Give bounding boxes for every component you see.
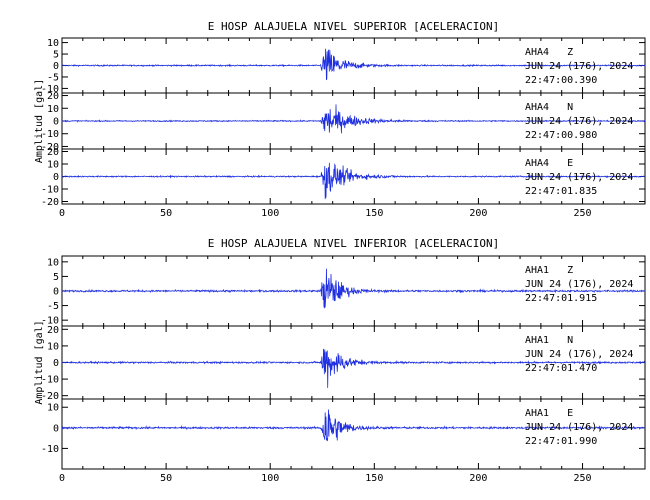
channel-label: AHA1 N (525, 335, 573, 346)
panel-frame (61, 398, 646, 470)
station-code: AHA1 (525, 335, 549, 346)
waveform-trace (61, 268, 646, 309)
x-tick-label: 250 (574, 208, 592, 219)
component-code: N (567, 102, 573, 113)
channel-panel-aha4-n: 20 10 0-10 -20 AHA4 N JUN 24 (176), 2024 22:47:… (41, 91, 646, 153)
y-tick-label: -10 (41, 316, 59, 327)
channel-label: AHA4 N (525, 102, 573, 113)
record-date: JUN 24 (176), 2024 (525, 116, 633, 127)
channel-label: AHA1 Z (525, 265, 573, 276)
x-tick-label: 100 (261, 473, 279, 484)
y-tick-label: 10 (47, 341, 59, 352)
y-tick-label: -10 (41, 129, 59, 140)
y-tick-label: 10 (47, 160, 59, 171)
x-tick-label: 150 (365, 208, 383, 219)
record-time: 22:47:00.980 (525, 130, 597, 141)
station-code: AHA1 (525, 265, 549, 276)
y-tick-label: 10 (47, 257, 59, 268)
x-tick-label: 200 (469, 473, 487, 484)
channel-panel-aha4-e: 20 100 -10-20 AHA4 E JUN 24 (176), 2024 22:47:… (41, 147, 646, 208)
waveform-trace (61, 348, 646, 388)
station-code: AHA4 (525, 47, 549, 58)
record-time: 22:47:01.835 (525, 186, 597, 197)
y-tick-label: 10 (47, 38, 59, 49)
x-tick-label: 50 (160, 473, 172, 484)
y-axis-label: Amplitud [gal] (34, 79, 45, 163)
y-tick-label: -10 (41, 84, 59, 95)
y-tick-label: 5 (53, 50, 59, 61)
record-time: 22:47:00.390 (525, 75, 597, 86)
record-date: JUN 24 (176), 2024 (525, 279, 633, 290)
y-tick-label: 20 (47, 91, 59, 102)
channel-label: AHA1 E (525, 408, 573, 419)
station-code: AHA4 (525, 102, 549, 113)
channel-panel-aha1-z: 10 5 0 -5 -10 AHA1 Z JUN 24 (176), 2024 22:47:01… (41, 255, 646, 327)
y-tick-label: -10 (41, 375, 59, 386)
channel-panel-aha1-e: 10 0 -10 AHA1 E JUN 24 (176), 2024 22:47:01.99… (41, 398, 646, 470)
component-code: E (567, 408, 573, 419)
component-code: Z (567, 47, 573, 58)
y-tick-label: -10 (41, 185, 59, 196)
y-tick-label: 20 (47, 325, 59, 336)
y-tick-label: 0 (53, 287, 59, 298)
waveform-trace (61, 48, 646, 81)
x-tick-label: 100 (261, 208, 279, 219)
y-tick-label: 0 (53, 358, 59, 369)
y-tick-label: -5 (47, 72, 59, 83)
component-code: Z (567, 265, 573, 276)
component-code: E (567, 158, 573, 169)
channel-label: AHA4 Z (525, 47, 573, 58)
record-date: JUN 24 (176), 2024 (525, 61, 633, 72)
x-tick-label: 0 (59, 473, 65, 484)
station-code: AHA4 (525, 158, 549, 169)
y-tick-label: 0 (53, 117, 59, 128)
record-date: JUN 24 (176), 2024 (525, 172, 633, 183)
record-time: 22:47:01.915 (525, 293, 597, 304)
y-tick-label: 20 (47, 147, 59, 158)
y-tick-label: -20 (41, 142, 59, 153)
record-time: 22:47:01.990 (525, 436, 597, 447)
y-tick-label: 5 (53, 272, 59, 283)
x-tick-label: 50 (160, 208, 172, 219)
y-tick-label: 10 (47, 403, 59, 414)
x-tick-label: 250 (574, 473, 592, 484)
y-tick-label: -5 (47, 301, 59, 312)
y-tick-label: -10 (41, 444, 59, 455)
waveform-trace (61, 104, 646, 134)
component-code: N (567, 335, 573, 346)
channel-panel-aha1-n: 20 10 0 -10 -20 AHA1 N JUN 24 (176), 2024 22:47:… (41, 325, 646, 402)
x-tick-label: 200 (469, 208, 487, 219)
figure-title: E HOSP ALAJUELA NIVEL SUPERIOR [ACELERAC… (208, 20, 499, 33)
y-tick-label: -20 (41, 391, 59, 402)
y-tick-label: 0 (53, 61, 59, 72)
x-tick-label: 150 (365, 473, 383, 484)
y-tick-label: 0 (53, 423, 59, 434)
x-tick-label: 0 (59, 208, 65, 219)
y-axis-label: Amplitud [gal] (34, 320, 45, 404)
channel-label: AHA4 E (525, 158, 573, 169)
y-tick-label: -20 (41, 197, 59, 208)
record-date: JUN 24 (176), 2024 (525, 422, 633, 433)
record-time: 22:47:01.470 (525, 363, 597, 374)
y-tick-label: 10 (47, 104, 59, 115)
station-code: AHA1 (525, 408, 549, 419)
waveform-trace (61, 162, 646, 200)
figure-title: E HOSP ALAJUELA NIVEL INFERIOR [ACELERAC… (208, 237, 499, 250)
record-date: JUN 24 (176), 2024 (525, 349, 633, 360)
waveform-trace (61, 409, 646, 442)
y-tick-label: 0 (53, 172, 59, 183)
